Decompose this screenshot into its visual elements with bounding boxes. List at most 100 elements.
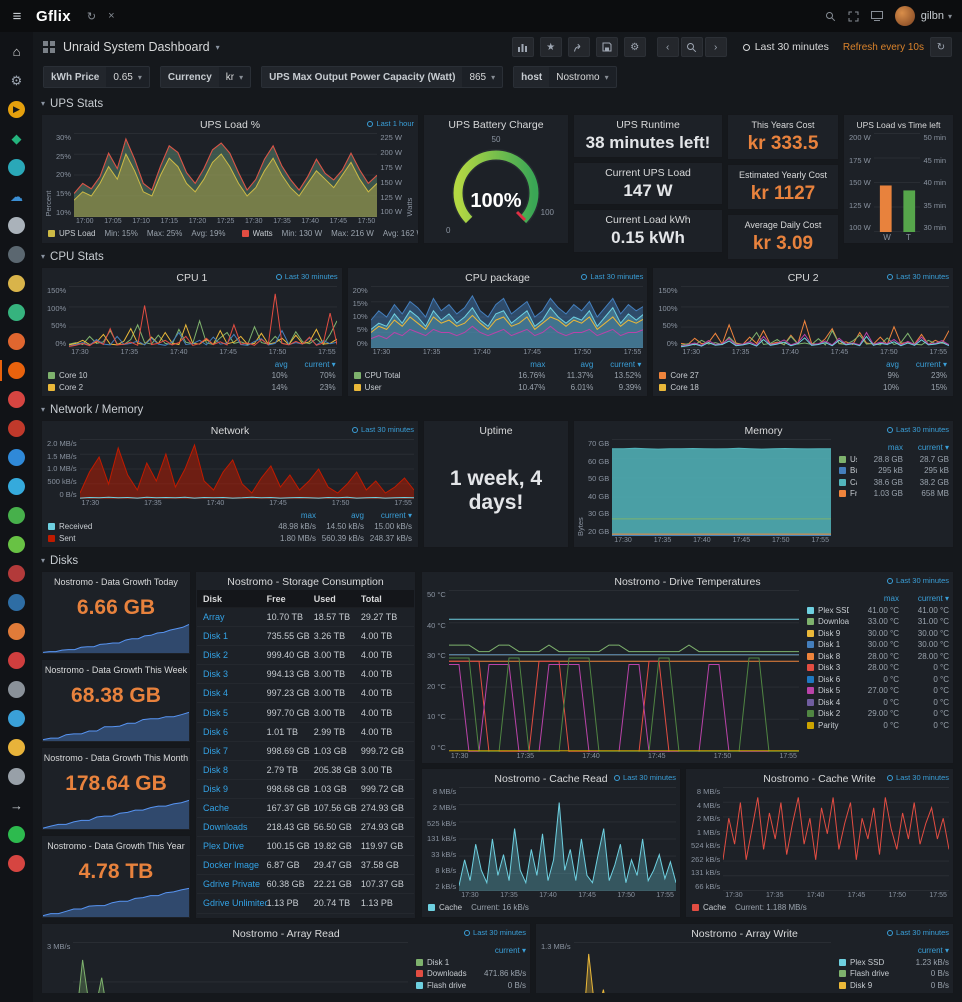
app-icon[interactable] [0, 153, 33, 182]
search-icon[interactable] [825, 11, 836, 22]
legend-item[interactable]: Flash drive 0 B/s [416, 980, 526, 992]
app-icon[interactable] [0, 385, 33, 414]
chart-plot[interactable] [79, 439, 414, 499]
refresh-button[interactable]: ↻ [930, 37, 952, 57]
table-row[interactable]: Disk 1 735.55 GB 3.26 TB 4.00 TB [197, 627, 414, 646]
panel-chart-button[interactable] [511, 37, 534, 57]
chart-plot[interactable] [74, 133, 378, 217]
sign-out-icon[interactable]: → [10, 798, 23, 813]
app-icon[interactable] [0, 588, 33, 617]
chevron-down-icon[interactable]: ▾ [215, 42, 220, 52]
table-row[interactable]: Array 10.70 TB 18.57 TB 29.27 TB [197, 608, 414, 627]
row-toggle-network-memory[interactable]: ▾ Network / Memory [41, 403, 144, 416]
app-icon[interactable] [0, 269, 33, 298]
app-icon[interactable] [0, 559, 33, 588]
star-button[interactable]: ★ [539, 37, 562, 57]
app-icon[interactable] [0, 472, 33, 501]
table-row[interactable]: Gdrive Unlimited 1.13 PB 20.74 TB 1.13 PB [197, 894, 414, 913]
legend-header[interactable]: max avg current ▾ [530, 359, 642, 369]
search-app-icon[interactable] [0, 211, 33, 240]
app-icon[interactable] [0, 733, 33, 762]
table-row[interactable]: Disk 9 998.68 GB 1.03 GB 999.72 GB [197, 780, 414, 799]
username[interactable]: gilbn [920, 10, 944, 22]
app-icon[interactable] [0, 356, 33, 385]
row-toggle-cpu-stats[interactable]: ▾ CPU Stats [41, 250, 104, 263]
legend-header[interactable]: max current ▾ [883, 594, 949, 604]
chart-plot[interactable] [573, 942, 831, 993]
panel-timerange[interactable]: Last 30 minutes [614, 773, 676, 782]
app-icon[interactable] [0, 617, 33, 646]
legend-header[interactable]: max avg current ▾ [300, 510, 412, 520]
panel-timerange[interactable]: Last 30 minutes [464, 928, 526, 937]
legend-item[interactable]: Downloads 471.86 kB/s [416, 968, 526, 980]
table-row[interactable]: Disk 8 2.79 TB 205.38 GB 3.00 TB [197, 761, 414, 780]
legend-header[interactable]: avg current ▾ [886, 359, 948, 369]
legend-header[interactable]: max current ▾ [887, 443, 949, 453]
variable-currency[interactable]: Currency kr ▾ [159, 66, 252, 88]
table-row[interactable]: Gdrive Private 60.38 GB 22.21 GB 107.37 GB [197, 875, 414, 894]
chart-plot[interactable] [612, 439, 831, 536]
legend-item[interactable]: Disk 5 27.00 °C 0 °C [807, 685, 949, 697]
legend-item[interactable]: Core 2 14% 23% [48, 382, 336, 394]
panel-timerange[interactable]: Last 30 minutes [581, 272, 643, 281]
row-toggle-ups-stats[interactable]: ▾ UPS Stats [41, 97, 104, 110]
table-row[interactable]: Disk 2 999.40 GB 3.00 TB 4.00 TB [197, 646, 414, 665]
panel-timerange[interactable]: Last 30 minutes [352, 425, 414, 434]
panel-timerange[interactable]: Last 1 hour [367, 119, 414, 128]
panel-timerange[interactable]: Last 30 minutes [887, 576, 949, 585]
chart-plot[interactable] [448, 590, 799, 752]
chart-plot[interactable] [69, 286, 338, 348]
legend-header[interactable]: current ▾ [494, 946, 526, 956]
row-toggle-disks[interactable]: ▾ Disks [41, 554, 79, 567]
table-row[interactable]: Disk 3 994.13 GB 3.00 TB 4.00 TB [197, 665, 414, 684]
plex-icon[interactable]: ▶ [0, 95, 33, 124]
chart-plot[interactable] [723, 787, 949, 891]
legend-item[interactable]: Core 10 10% 70% [48, 370, 336, 382]
dashboard-title[interactable]: Unraid System Dashboard [63, 40, 210, 54]
app-icon[interactable]: ◆ [11, 130, 22, 146]
legend-item[interactable]: UPS Load Min: 15% Max: 25% Avg: 19% [48, 228, 226, 240]
legend-item[interactable]: Disk 9 30.00 °C 30.00 °C [807, 628, 949, 640]
table-row[interactable]: Plex Drive 100.15 GB 19.82 GB 119.97 GB [197, 837, 414, 856]
time-back-button[interactable]: ‹ [656, 37, 679, 57]
panel-timerange[interactable]: Last 30 minutes [887, 272, 949, 281]
variable-ups-capacity[interactable]: UPS Max Output Power Capacity (Watt) 865… [261, 66, 504, 88]
variable-host[interactable]: host Nostromo ▾ [513, 66, 617, 88]
time-forward-button[interactable]: › [704, 37, 727, 57]
avatar[interactable] [894, 6, 915, 26]
legend-item[interactable]: Disk 1 [416, 957, 526, 969]
app-icon[interactable] [0, 849, 33, 878]
menu-icon[interactable]: ≡ [12, 7, 22, 25]
legend-item[interactable]: Disk 1 30.00 °C 30.00 °C [807, 639, 949, 651]
time-range-picker[interactable]: Last 30 minutes [742, 41, 829, 53]
settings-icon[interactable]: ⚙ [10, 72, 23, 88]
app-icon[interactable] [0, 530, 33, 559]
app-icon[interactable] [0, 443, 33, 472]
legend-item[interactable]: Core 27 9% 23% [659, 370, 947, 382]
home-icon[interactable]: ⌂ [12, 44, 21, 59]
chart-plot[interactable] [459, 787, 676, 891]
close-icon[interactable]: × [108, 10, 115, 22]
legend-item[interactable]: Core 18 10% 15% [659, 382, 947, 394]
legend-item[interactable]: Received 48.98 kB/s 14.50 kB/s 15.00 kB/s [48, 521, 412, 533]
zoom-out-button[interactable] [680, 37, 703, 57]
legend-item[interactable]: Plex SSD 41.00 °C 41.00 °C [807, 605, 949, 617]
table-row[interactable]: Cache 167.37 GB 107.56 GB 274.93 GB [197, 799, 414, 818]
share-button[interactable] [567, 37, 590, 57]
panel-timerange[interactable]: Last 30 minutes [275, 272, 338, 281]
app-icon[interactable] [0, 646, 33, 675]
table-row[interactable]: Disk 6 1.01 TB 2.99 TB 4.00 TB [197, 723, 414, 742]
variable-kwh-price[interactable]: kWh Price 0.65 ▾ [43, 66, 150, 88]
chart-plot[interactable] [370, 286, 644, 348]
table-row[interactable]: Downloads 218.43 GB 56.50 GB 274.93 GB [197, 818, 414, 837]
legend-item[interactable]: Disk 3 28.00 °C 0 °C [807, 662, 949, 674]
app-icon[interactable] [0, 704, 33, 733]
legend-item[interactable]: CPU Total 16.76% 11.37% 13.52% [353, 370, 641, 382]
legend-header[interactable]: avg current ▾ [274, 359, 336, 369]
